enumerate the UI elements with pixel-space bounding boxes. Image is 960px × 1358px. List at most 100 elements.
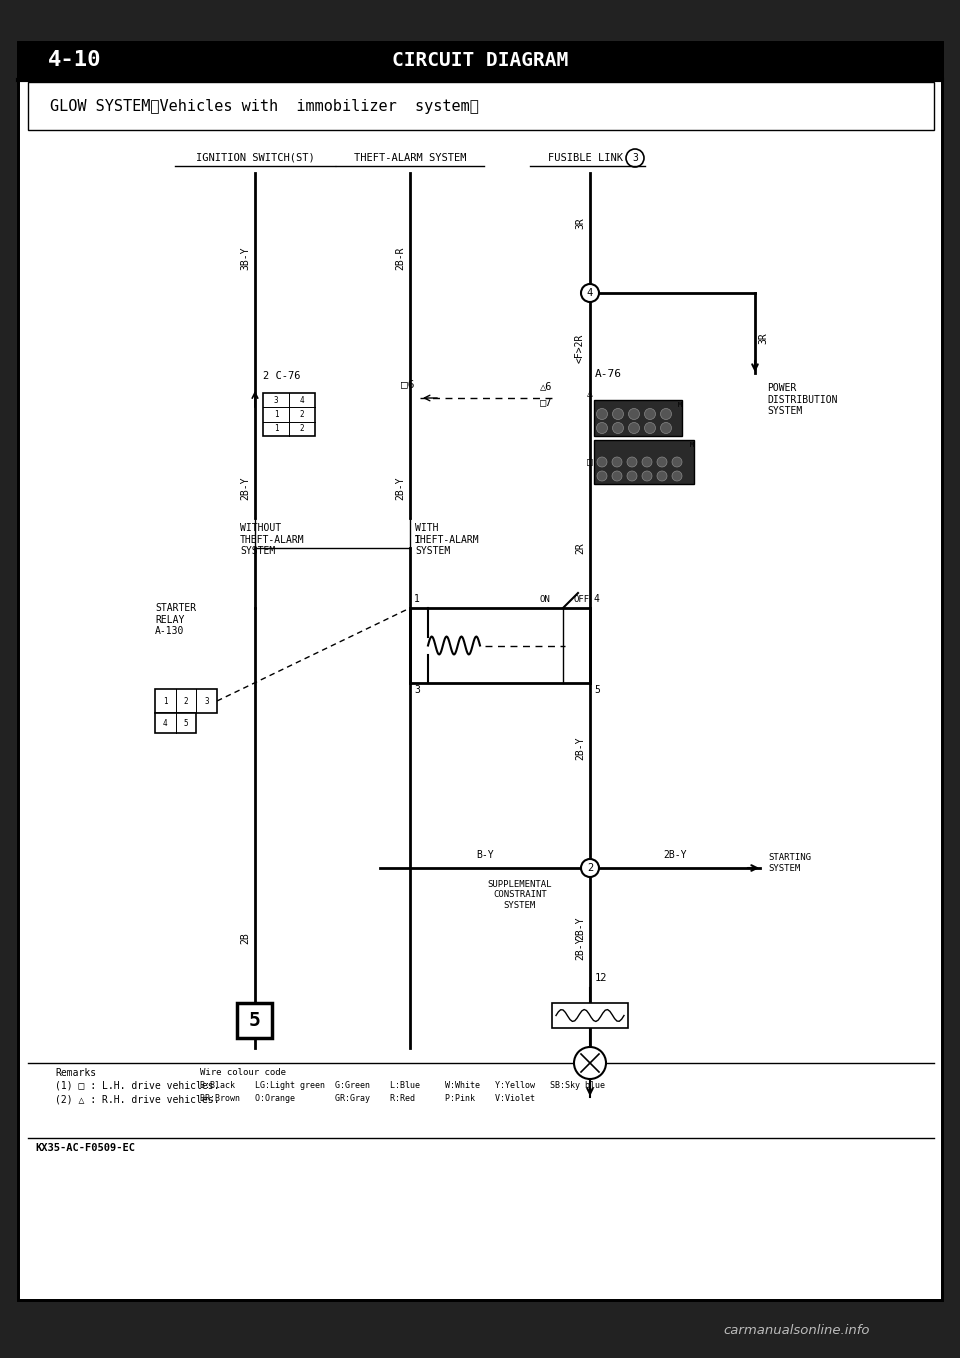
Text: □6: □6 <box>401 379 415 388</box>
Text: OFF: OFF <box>573 595 589 604</box>
Text: 4-10: 4-10 <box>48 50 102 71</box>
Text: KX35-AC-F0509-EC: KX35-AC-F0509-EC <box>35 1143 135 1153</box>
Text: POWER
DISTRIBUTION
SYSTEM: POWER DISTRIBUTION SYSTEM <box>767 383 837 416</box>
Text: BR:Brown   O:Orange        GR:Gray    R:Red      P:Pink    V:Violet: BR:Brown O:Orange GR:Gray R:Red P:Pink V… <box>200 1095 535 1103</box>
Text: Wire colour code: Wire colour code <box>200 1067 286 1077</box>
Circle shape <box>657 458 667 467</box>
Circle shape <box>596 422 608 433</box>
Circle shape <box>629 409 639 420</box>
Bar <box>552 1004 628 1028</box>
Circle shape <box>581 284 599 301</box>
Text: ON: ON <box>540 595 550 604</box>
Bar <box>237 1004 272 1038</box>
Text: THEFT-ALARM SYSTEM: THEFT-ALARM SYSTEM <box>353 153 467 163</box>
Bar <box>594 440 694 483</box>
Text: 4: 4 <box>300 395 304 405</box>
Bar <box>594 401 682 436</box>
Circle shape <box>612 471 622 481</box>
Text: □: □ <box>588 458 593 467</box>
Text: 3: 3 <box>274 395 278 405</box>
Text: STARTER
RELAY
A-130: STARTER RELAY A-130 <box>155 603 196 636</box>
Circle shape <box>597 458 607 467</box>
Circle shape <box>644 409 656 420</box>
Text: △: △ <box>588 388 593 398</box>
Text: 2B-Y: 2B-Y <box>663 850 686 860</box>
Text: B:Black    LG:Light green  G:Green    L:Blue     W:White   Y:Yellow   SB:Sky blu: B:Black LG:Light green G:Green L:Blue W:… <box>200 1081 605 1090</box>
Text: 5: 5 <box>249 1010 260 1029</box>
Text: WITHOUT
THEFT-ALARM
SYSTEM: WITHOUT THEFT-ALARM SYSTEM <box>240 523 304 557</box>
Circle shape <box>627 458 637 467</box>
Text: 2B-Y: 2B-Y <box>395 477 405 500</box>
Text: M: M <box>678 402 683 407</box>
Circle shape <box>672 458 682 467</box>
Circle shape <box>596 409 608 420</box>
Text: 3: 3 <box>414 684 420 695</box>
Bar <box>28 81 934 130</box>
Text: 5: 5 <box>594 684 600 695</box>
Text: 4: 4 <box>594 593 600 604</box>
Circle shape <box>574 1047 606 1080</box>
Text: 12: 12 <box>595 972 608 983</box>
Circle shape <box>660 422 671 433</box>
Text: 2 C-76: 2 C-76 <box>263 371 300 382</box>
Text: WITH
THEFT-ALARM
SYSTEM: WITH THEFT-ALARM SYSTEM <box>415 523 480 557</box>
Text: carmanualsonline.info: carmanualsonline.info <box>724 1324 870 1336</box>
Text: 2B-Y: 2B-Y <box>575 917 585 940</box>
Text: 1: 1 <box>163 697 168 706</box>
Circle shape <box>581 860 599 877</box>
Circle shape <box>672 471 682 481</box>
Text: <F>2R: <F>2R <box>575 333 585 363</box>
Text: A-76: A-76 <box>595 369 622 379</box>
Text: 4: 4 <box>163 718 168 728</box>
Text: 2: 2 <box>183 697 188 706</box>
Text: 3: 3 <box>204 697 209 706</box>
Circle shape <box>612 422 623 433</box>
Text: GLOW SYSTEM〈Vehicles with  immobilizer  system〉: GLOW SYSTEM〈Vehicles with immobilizer sy… <box>50 99 479 114</box>
Circle shape <box>627 471 637 481</box>
Text: 3R: 3R <box>575 217 585 230</box>
Bar <box>18 42 942 77</box>
Circle shape <box>612 458 622 467</box>
Text: 2B-Y: 2B-Y <box>575 736 585 759</box>
Text: 2B-R: 2B-R <box>395 246 405 270</box>
Circle shape <box>612 409 623 420</box>
Text: 1: 1 <box>414 535 420 545</box>
Text: 1: 1 <box>414 593 420 604</box>
Text: △6: △6 <box>540 382 552 391</box>
Circle shape <box>642 458 652 467</box>
Circle shape <box>629 422 639 433</box>
Circle shape <box>660 409 671 420</box>
Text: 2B: 2B <box>240 932 250 944</box>
Bar <box>155 689 217 713</box>
Bar <box>263 392 315 436</box>
Text: □7: □7 <box>540 397 552 407</box>
Text: 2B-Y: 2B-Y <box>240 477 250 500</box>
Text: FUSIBLE LINK: FUSIBLE LINK <box>547 153 622 163</box>
Circle shape <box>644 422 656 433</box>
Text: 3: 3 <box>632 153 638 163</box>
Text: 5: 5 <box>183 718 188 728</box>
Text: (1) □ : L.H. drive vehicles.: (1) □ : L.H. drive vehicles. <box>55 1081 220 1090</box>
Text: 3B-Y: 3B-Y <box>240 246 250 270</box>
Text: 1: 1 <box>274 410 278 420</box>
Circle shape <box>642 471 652 481</box>
Circle shape <box>657 471 667 481</box>
Text: 2: 2 <box>587 862 593 873</box>
Text: 2: 2 <box>300 410 304 420</box>
Text: Remarks: Remarks <box>55 1067 96 1078</box>
Text: 1: 1 <box>274 424 278 433</box>
Text: CIRCUIT DIAGRAM: CIRCUIT DIAGRAM <box>392 50 568 69</box>
Text: M: M <box>690 441 694 448</box>
Text: 3R: 3R <box>758 333 768 344</box>
Text: B-Y: B-Y <box>476 850 493 860</box>
Text: 4: 4 <box>587 288 593 297</box>
Text: 2R: 2R <box>575 542 585 554</box>
Bar <box>155 713 197 733</box>
Text: 2B-Y: 2B-Y <box>575 936 585 960</box>
Text: STARTING
SYSTEM: STARTING SYSTEM <box>768 853 811 873</box>
Text: IGNITION SWITCH(ST): IGNITION SWITCH(ST) <box>196 153 314 163</box>
Circle shape <box>597 471 607 481</box>
Text: 2: 2 <box>300 424 304 433</box>
Text: (2) △ : R.H. drive vehicles.: (2) △ : R.H. drive vehicles. <box>55 1095 220 1104</box>
Text: SUPPLEMENTAL
CONSTRAINT
SYSTEM: SUPPLEMENTAL CONSTRAINT SYSTEM <box>488 880 552 910</box>
